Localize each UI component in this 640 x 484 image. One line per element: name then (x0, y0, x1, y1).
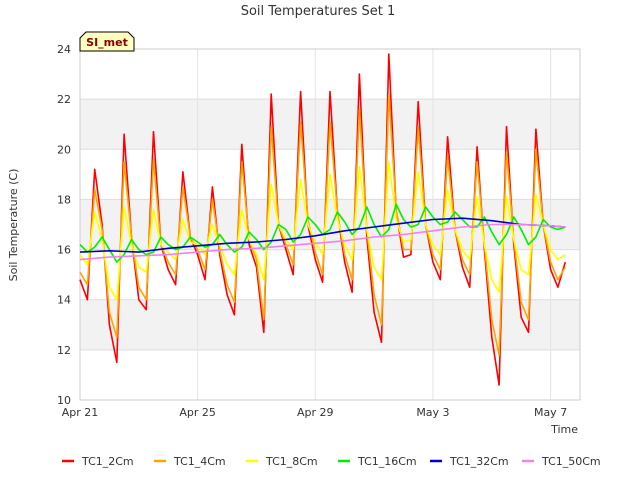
legend-item: TC1_2Cm (62, 455, 134, 468)
plot-frame (79, 48, 581, 401)
y-tick-label: 14 (57, 294, 71, 307)
legend-item: TC1_4Cm (154, 455, 226, 468)
series-lines (79, 53, 567, 386)
y-tick-label: 22 (57, 93, 71, 106)
series-line-tc1_50cm (79, 223, 566, 261)
legend-label: TC1_8Cm (265, 455, 318, 468)
y-tick-label: 12 (57, 344, 71, 357)
legend-item: TC1_16Cm (338, 455, 417, 468)
site-badge-label: SI_met (86, 36, 128, 49)
x-axis-label: Time (550, 423, 578, 436)
x-tick-label: May 3 (416, 406, 449, 419)
legend: TC1_2Cm TC1_4Cm TC1_8Cm TC1_16Cm TC1_32Cm TC1… (62, 455, 601, 468)
legend-label: TC1_50Cm (541, 455, 601, 468)
series-line-tc1_8cm (79, 161, 566, 301)
plot-band (80, 299, 580, 350)
legend-item: TC1_50Cm (522, 455, 601, 468)
y-tick-label: 24 (57, 43, 71, 56)
legend-label: TC1_16Cm (357, 455, 417, 468)
legend-item: TC1_8Cm (246, 455, 318, 468)
site-badge-box (79, 31, 135, 52)
legend-label: TC1_2Cm (81, 455, 134, 468)
series-line-tc1_32cm (79, 217, 566, 253)
chart-title: Soil Temperatures Set 1 (241, 4, 396, 19)
y-tick-label: 18 (57, 193, 71, 206)
site-badge: SI_met (79, 31, 135, 52)
x-tick-label: May 7 (534, 406, 567, 419)
x-tick-label: Apr 25 (179, 406, 216, 419)
legend-label: TC1_32Cm (449, 455, 509, 468)
x-axis: Apr 21 Apr 25 Apr 29 May 3 May 7 (62, 406, 567, 419)
y-axis: 10 12 14 16 18 20 22 24 (57, 43, 71, 407)
y-tick-label: 16 (57, 244, 71, 257)
x-tick-label: Apr 21 (62, 406, 99, 419)
y-axis-label: Soil Temperature (C) (7, 169, 20, 282)
legend-label: TC1_4Cm (173, 455, 226, 468)
x-tick-label: Apr 29 (297, 406, 334, 419)
y-tick-label: 10 (57, 394, 71, 407)
legend-item: TC1_32Cm (430, 455, 509, 468)
y-tick-label: 20 (57, 143, 71, 156)
